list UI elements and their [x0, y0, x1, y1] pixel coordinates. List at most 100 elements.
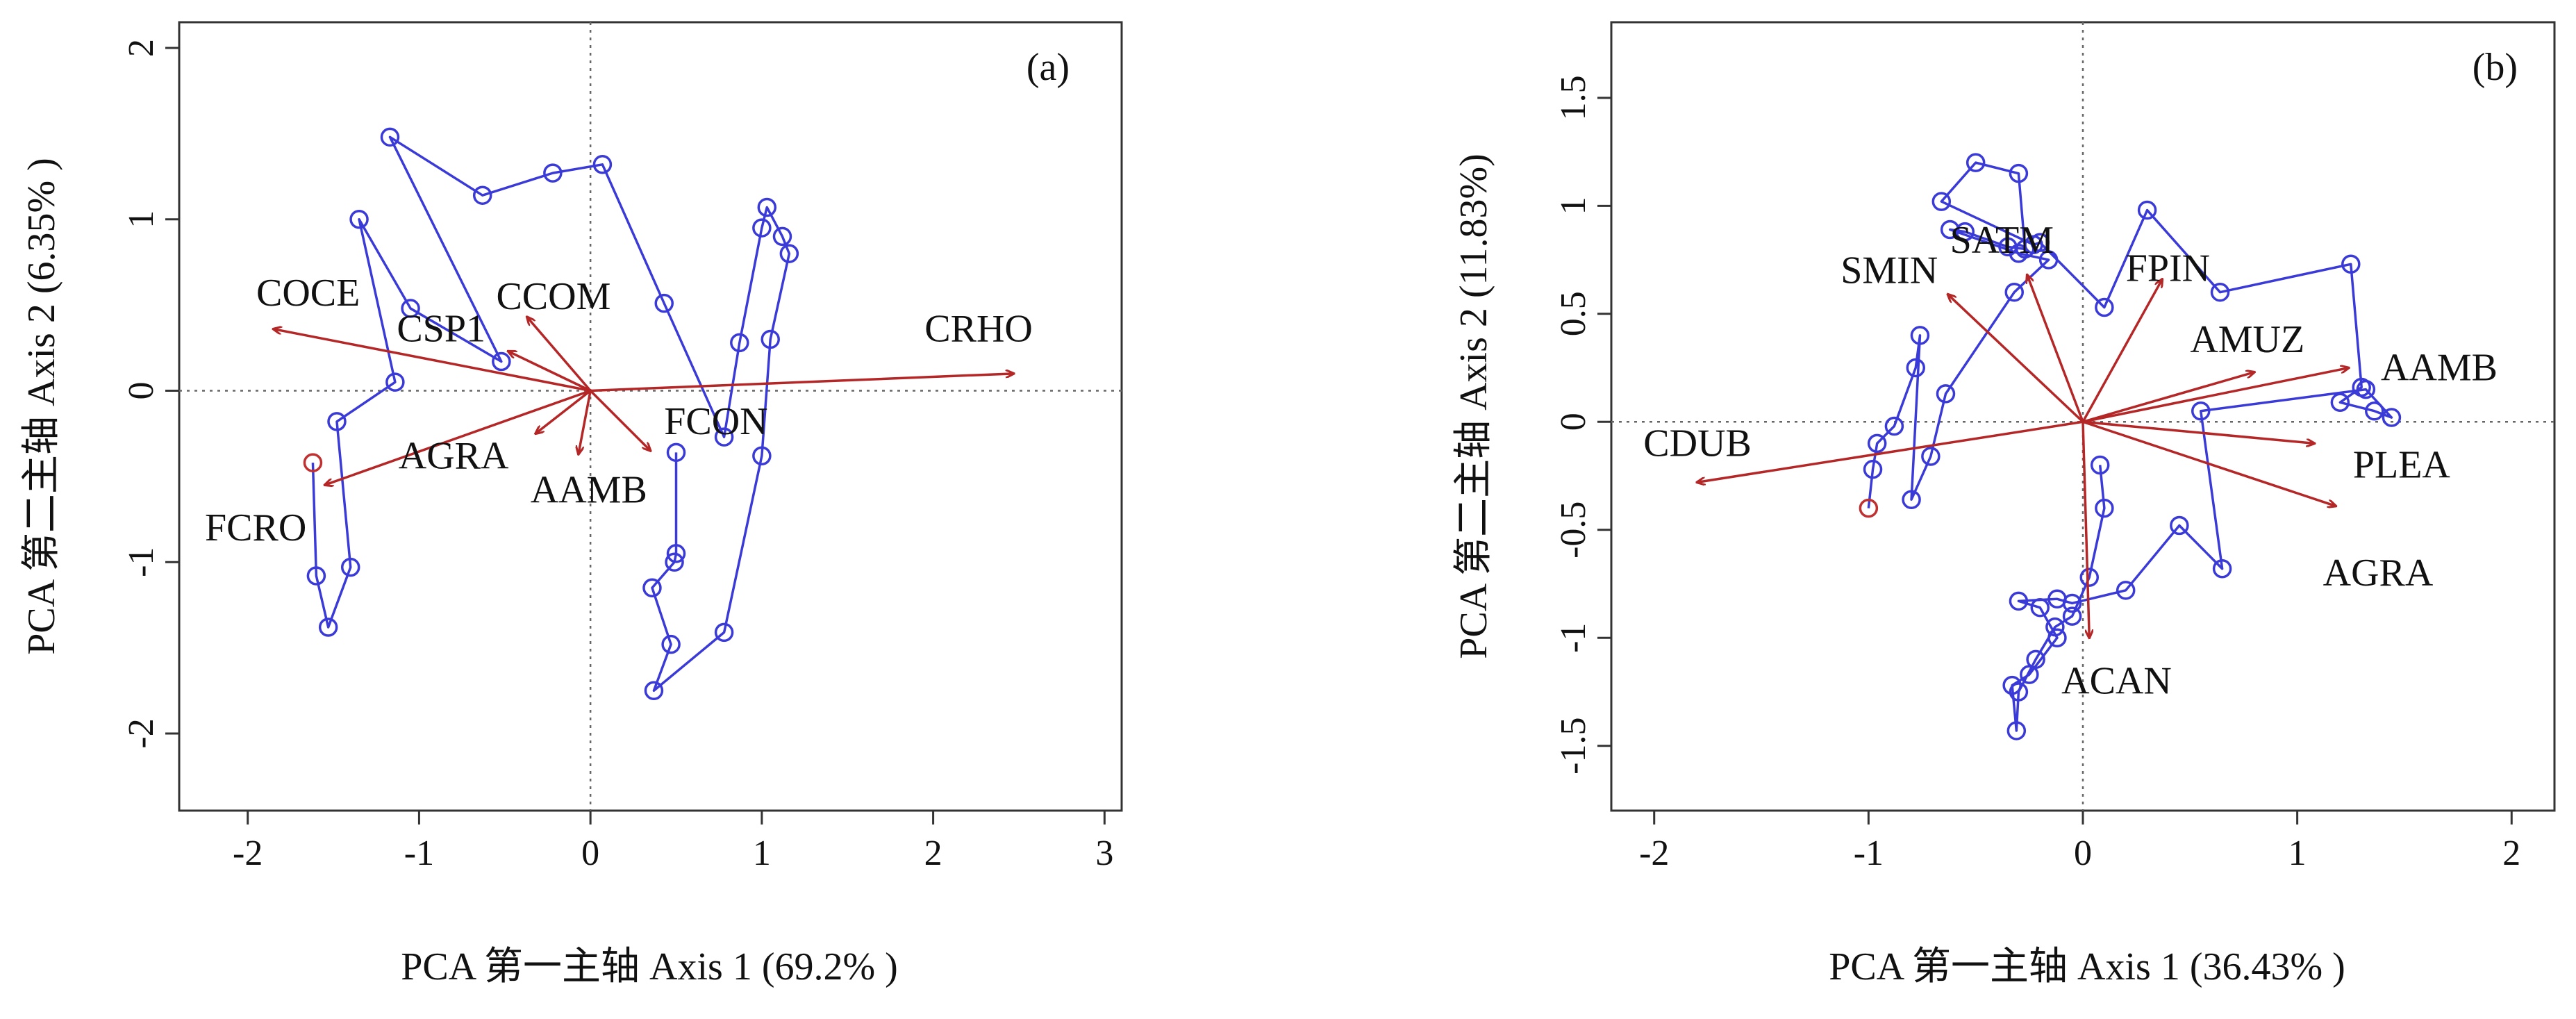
panel-b-arrow-amuz [2082, 372, 2254, 423]
panel-b-trajectory-point [1906, 358, 1926, 378]
panel-a-trajectory-point [661, 634, 681, 654]
panel-b-start-point [1859, 498, 1879, 518]
panel-a-trajectory-point [665, 552, 684, 572]
panel-b-arrow-label-smin: SMIN [1840, 249, 1938, 292]
panel-b-trajectory-point [2341, 254, 2361, 274]
panel-b-trajectory-point [2137, 200, 2157, 220]
panel-b-trajectory-point [2191, 401, 2211, 421]
panel-b-y-tick-label: 1.5 [1554, 75, 1593, 120]
panel-b-y-tick-label: -1 [1554, 623, 1593, 653]
panel-b-arrow-satm [2027, 275, 2084, 422]
panel-b-y-tick-label: 0.5 [1554, 291, 1593, 336]
panel-b-trajectory-point [2212, 558, 2232, 579]
panel-b-trajectory-point [2210, 282, 2230, 302]
panel-b-trajectory-point [1955, 222, 1975, 242]
panel-a-arrow-label-fcro: FCRO [205, 506, 306, 549]
panel-b-label: (b) [2473, 46, 2518, 89]
panel-a-trajectory-point [779, 244, 799, 263]
panel-b-chart: (b) PCA 第一主轴 Axis 1 (36.43% ) PCA 第二主轴 A… [1452, 21, 2556, 988]
panel-a-trajectory-point [318, 618, 338, 637]
panel-a-trajectory-point [543, 163, 563, 183]
panel-b-trajectory-point [2356, 379, 2376, 399]
panel-a-x-tick-label: -1 [404, 834, 434, 873]
panel-b-trajectory-point [1966, 153, 1986, 172]
panel-b-arrow-label-satm: SATM [1950, 219, 2054, 262]
panel-b-trajectory-point [2030, 233, 2050, 252]
panel-b-x-tick-label: -1 [1854, 834, 1884, 873]
panel-a-arrow-label-aamb: AAMB [531, 469, 647, 512]
panel-b-x-tick-label: 0 [2074, 834, 2092, 873]
panel-b-trajectory-point [2009, 163, 2029, 183]
panel-b-arrow-smin [1948, 295, 2084, 423]
panel-b-x-tick-label: 2 [2502, 834, 2520, 873]
panel-a-trajectory-point [472, 185, 492, 205]
panel-a-trajectory-point [666, 442, 686, 463]
panel-b-arrow-label-fpin: FPIN [2126, 247, 2210, 290]
panel-b-trajectory-point [2009, 591, 2029, 611]
panel-a-trajectory-point [644, 681, 664, 701]
panel-a-trajectory-point [761, 329, 780, 349]
panel-a-trajectory-point [752, 218, 772, 238]
panel-a-arrow-agra [535, 390, 592, 433]
panel-a-trajectory-point [666, 544, 686, 563]
panel-a-label: (a) [1027, 46, 1070, 89]
panel-b-trajectory-point [2004, 282, 2024, 302]
panel-b-arrow-cdub [1697, 420, 2084, 482]
panel-b-trajectory-point [2116, 581, 2136, 600]
panel-b-trajectory-point [1931, 192, 1952, 211]
panel-a-trajectory-point [772, 226, 792, 247]
panel-b-arrow-label-cdub: CDUB [1643, 422, 1752, 465]
panel-b-trajectory-point [2047, 589, 2067, 609]
panel-a-trajectory-point [401, 299, 420, 318]
panel-b-trajectory-point [2382, 408, 2402, 427]
panel-b-arrow-agra [2082, 420, 2336, 506]
panel-a-trajectory-line [311, 135, 791, 693]
panel-b-trajectory-point [1936, 384, 1956, 404]
panel-b-trajectory-point [2095, 297, 2114, 317]
panel-b-trajectory-point [2038, 250, 2059, 270]
panel-a-trajectory-point [592, 155, 613, 174]
panel-a-x-tick-label: 3 [1095, 834, 1113, 873]
panel-b-trajectory-point [2006, 721, 2027, 740]
panel-a-x-tick-label: 1 [753, 834, 771, 873]
panel-a-trajectory-point [642, 578, 662, 597]
panel-b-trajectory-point [2330, 392, 2350, 413]
panel-a-arrow-aamb [579, 390, 592, 454]
panel-b-x-axis-label: PCA 第一主轴 Axis 1 (36.43% ) [1829, 945, 2345, 988]
panel-b-trajectory-point [1921, 447, 1941, 466]
panel-a-trajectory-point [730, 333, 749, 353]
panel-a-trajectory-point [380, 127, 400, 147]
panel-a-y-tick-label: 2 [122, 39, 161, 57]
panel-b-arrow-aamb [2082, 368, 2349, 423]
panel-b-arrow-label-plea: PLEA [2353, 443, 2451, 486]
panel-b-arrow-label-acan: ACAN [2061, 659, 2172, 702]
panel-a-arrow-label-crho: CRHO [924, 308, 1033, 351]
panel-a-x-tick-label: -2 [233, 834, 263, 873]
panel-a-x-tick-label: 0 [581, 834, 599, 873]
panel-b-trajectory-point [1910, 326, 1930, 345]
panel-a-trajectory-point [385, 372, 405, 392]
panel-b-trajectory-point [2170, 515, 2189, 536]
panel-a-trajectory-point [714, 622, 734, 643]
panel-a-arrow-coce [274, 329, 591, 392]
panel-a-trajectory-point [757, 197, 777, 217]
panel-b-trajectory-point [2002, 675, 2022, 695]
panel-a-chart: (a) PCA 第一主轴 Axis 1 (69.2% ) PCA 第二主轴 Ax… [20, 21, 1123, 988]
panel-a-arrow-label-agra: AGRA [399, 434, 509, 477]
panel-b-trajectory-point [2026, 649, 2045, 670]
panel-a-arrow-label-fcon: FCON [664, 400, 767, 443]
panel-a-arrow-crho [590, 374, 1013, 392]
panel-a-arrow-csp1 [508, 351, 591, 392]
panel-b-y-tick-label: 1 [1554, 197, 1593, 215]
panel-b-y-axis-label: PCA 第二主轴 Axis 2 (11.83%) [1452, 154, 1495, 659]
panel-b-trajectory-point [2079, 568, 2100, 587]
panel-b-arrow-label-amuz: AMUZ [2190, 318, 2304, 361]
panel-b-trajectory-point [2062, 606, 2082, 626]
panel-b-trajectory-point [2045, 617, 2065, 637]
panel-b-y-tick-label: 0 [1554, 413, 1593, 431]
panel-a-trajectory-point [654, 293, 674, 313]
panel-a-trajectory-point [340, 557, 360, 577]
panel-b-y-tick-label: -0.5 [1554, 502, 1593, 558]
panel-a-y-tick-label: -2 [122, 718, 161, 748]
panel-a-trajectory-point [492, 351, 511, 372]
